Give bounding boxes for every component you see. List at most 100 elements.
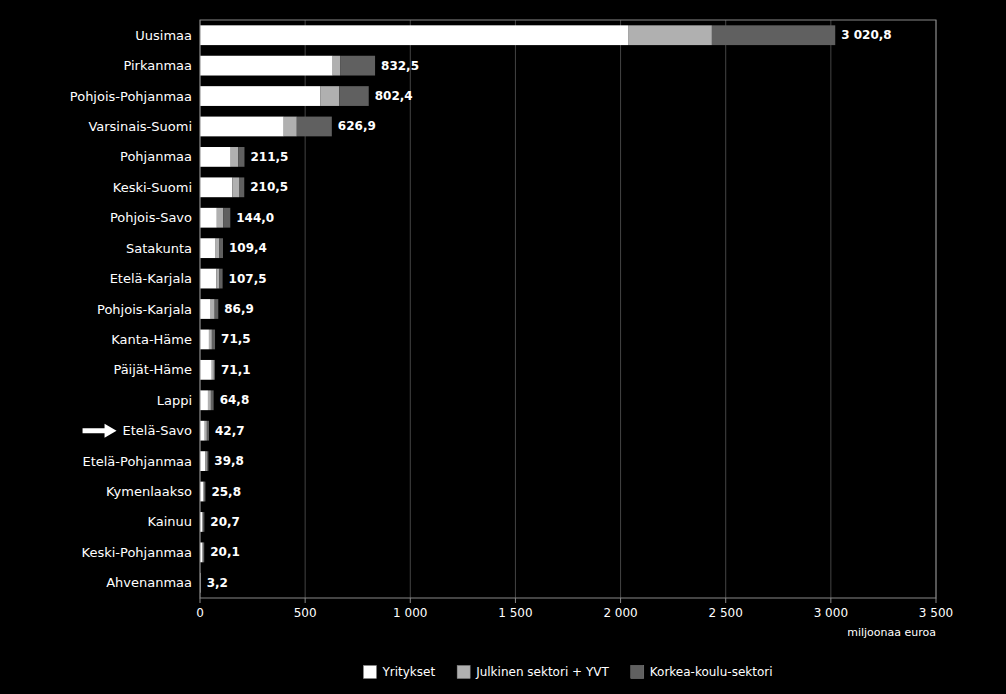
total-label: 210,5 bbox=[250, 180, 288, 194]
tick-mark bbox=[620, 598, 621, 603]
bar-segment bbox=[200, 299, 211, 319]
total-label: 64,8 bbox=[220, 393, 250, 407]
bar-segment bbox=[217, 269, 220, 289]
tick-label: 3 500 bbox=[919, 606, 953, 620]
bar-segment bbox=[200, 269, 217, 289]
total-label: 109,4 bbox=[229, 241, 267, 255]
bar-segment bbox=[200, 25, 628, 45]
total-label: 626,9 bbox=[338, 119, 376, 133]
bar-segment bbox=[200, 238, 216, 258]
tick-mark bbox=[936, 598, 937, 603]
bar-segment bbox=[216, 238, 220, 258]
tick-label: 2 500 bbox=[709, 606, 743, 620]
tick-mark bbox=[515, 598, 516, 603]
bar-segment bbox=[212, 360, 214, 380]
category-label: Kainuu bbox=[147, 514, 192, 529]
total-label: 802,4 bbox=[375, 89, 413, 103]
bar-segment bbox=[209, 330, 212, 350]
bar-segment bbox=[207, 451, 208, 471]
total-label: 3 020,8 bbox=[841, 28, 891, 42]
bar-segment bbox=[333, 56, 340, 76]
total-labels: 3 020,8832,5802,4626,9211,5210,5144,0109… bbox=[207, 28, 892, 590]
tick-mark bbox=[200, 598, 201, 603]
bar-segment bbox=[200, 330, 209, 350]
total-label: 42,7 bbox=[215, 424, 245, 438]
category-label: Satakunta bbox=[126, 241, 192, 256]
plot-frame bbox=[200, 20, 936, 598]
bar-segment bbox=[200, 421, 205, 441]
bar-segment bbox=[204, 482, 205, 502]
legend-swatch bbox=[363, 666, 376, 679]
total-label: 39,8 bbox=[214, 454, 244, 468]
category-label: Etelä-Pohjanmaa bbox=[82, 454, 192, 469]
tick-mark bbox=[830, 598, 831, 603]
category-label: Lappi bbox=[157, 393, 192, 408]
bar-segment bbox=[284, 117, 297, 137]
bar-segment bbox=[200, 147, 231, 167]
bar-segment bbox=[340, 56, 375, 76]
category-label: Pohjois-Savo bbox=[110, 210, 192, 225]
bar-segment bbox=[205, 451, 207, 471]
category-label: Etelä-Savo bbox=[123, 423, 192, 438]
total-label: 3,2 bbox=[207, 576, 228, 590]
bar-segment bbox=[200, 177, 232, 197]
tick-label: 3 000 bbox=[814, 606, 848, 620]
bar-segment bbox=[212, 330, 215, 350]
category-label: Etelä-Karjala bbox=[110, 271, 192, 286]
bar-segment bbox=[200, 208, 217, 228]
category-label: Pohjois-Karjala bbox=[97, 302, 192, 317]
legend-swatch bbox=[631, 666, 644, 679]
series bbox=[201, 25, 836, 592]
bar-segment bbox=[217, 208, 223, 228]
legend-item: Korkea-koulu-sektori bbox=[631, 665, 773, 679]
legend-label: Korkea-koulu-sektori bbox=[650, 665, 773, 679]
bar-segment bbox=[200, 56, 333, 76]
bar-segment bbox=[231, 147, 238, 167]
tick-mark bbox=[410, 598, 411, 603]
grid-line bbox=[410, 20, 411, 598]
category-label: Pirkanmaa bbox=[123, 58, 192, 73]
y-axis: UusimaaPirkanmaaPohjois-PohjanmaaVarsina… bbox=[70, 28, 192, 591]
legend-item: Julkinen sektori + YVT bbox=[457, 665, 609, 679]
bar-segment bbox=[211, 390, 214, 410]
total-label: 25,8 bbox=[211, 485, 241, 499]
legend-swatch bbox=[457, 666, 470, 679]
bar-segment bbox=[204, 482, 206, 502]
series bbox=[200, 25, 711, 592]
bar-segment bbox=[297, 117, 332, 137]
tick-label: 2 000 bbox=[603, 606, 637, 620]
total-label: 20,7 bbox=[210, 515, 240, 529]
bar-segment bbox=[320, 86, 339, 106]
total-label: 71,5 bbox=[221, 332, 251, 346]
chart: 05001 0001 5002 0002 5003 0003 5003 020,… bbox=[0, 0, 1006, 694]
bar-segment bbox=[200, 117, 284, 137]
grid-line bbox=[515, 20, 516, 598]
category-label: Varsinais-Suomi bbox=[88, 119, 192, 134]
legend: Yritykset Julkinen sektori + YVT Korkea-ko… bbox=[363, 665, 772, 679]
tick-mark bbox=[725, 598, 726, 603]
total-label: 211,5 bbox=[250, 150, 288, 164]
bar-segment bbox=[628, 25, 712, 45]
total-label: 144,0 bbox=[236, 211, 274, 225]
tick-label: 1 500 bbox=[498, 606, 532, 620]
background bbox=[0, 0, 1006, 694]
bar-segment bbox=[232, 177, 239, 197]
bar-segment bbox=[219, 238, 223, 258]
legend-label: Yritykset bbox=[381, 665, 435, 679]
bars bbox=[200, 25, 835, 592]
grid bbox=[200, 20, 936, 598]
total-label: 86,9 bbox=[224, 302, 254, 316]
grid-line bbox=[305, 20, 306, 598]
bar-segment bbox=[205, 421, 207, 441]
category-label: Ahvenanmaa bbox=[106, 575, 192, 590]
bar-segment bbox=[239, 177, 244, 197]
bar-segment bbox=[203, 512, 204, 532]
legend-item: Yritykset bbox=[363, 665, 435, 679]
category-label: Kanta-Häme bbox=[111, 332, 192, 347]
tick-label: 1 000 bbox=[393, 606, 427, 620]
bar-segment bbox=[203, 542, 204, 562]
bar-segment bbox=[200, 86, 320, 106]
grid-line bbox=[725, 20, 726, 598]
category-label: Pohjois-Pohjanmaa bbox=[70, 89, 192, 104]
bar-segment bbox=[200, 360, 212, 380]
